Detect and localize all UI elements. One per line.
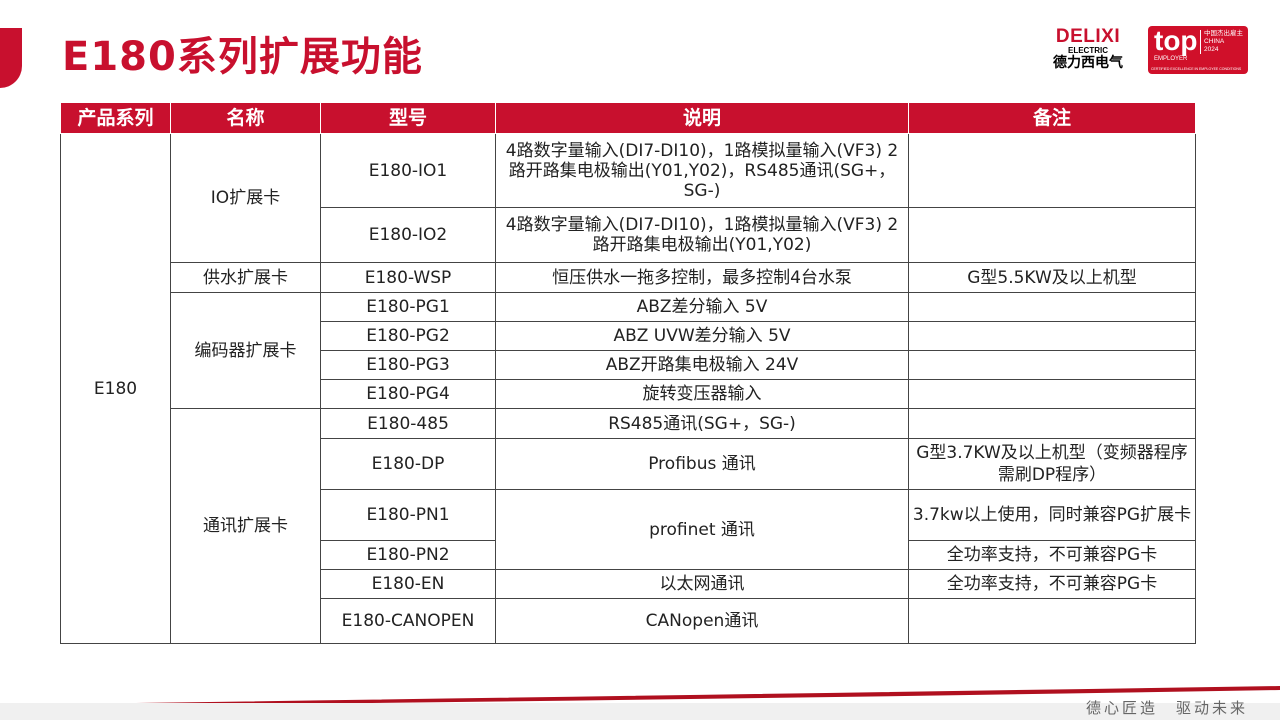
model-cell: E180-PG2 [320, 321, 496, 351]
table-row: 通讯扩展卡 E180-485 RS485通讯(SG+，SG-) [61, 408, 1196, 644]
table-row: E180-PN2 全功率支持，不可兼容PG卡 [61, 540, 1196, 570]
table-row: 编码器扩展卡 E180-PG1 ABZ差分输入 5V [61, 292, 1196, 409]
badge-employer: EMPLOYER [1154, 56, 1188, 62]
top-employer-badge: top EMPLOYER 中国杰出雇主 CHINA 2024 CERTIFIED E… [1148, 26, 1248, 74]
table-row: E180-CANOPEN CANopen通讯 [61, 598, 1196, 644]
note-cell [908, 598, 1196, 644]
model-cell: E180-PG1 [320, 292, 496, 322]
footer-bar [0, 703, 1280, 720]
group-cell: 供水扩展卡 [170, 262, 321, 293]
model-cell: E180-CANOPEN [320, 598, 496, 644]
note-cell: G型3.7KW及以上机型（变频器程序需刷DP程序） [908, 438, 1196, 490]
note-cell: 全功率支持，不可兼容PG卡 [908, 569, 1196, 599]
table-row: 供水扩展卡 E180-WSP 恒压供水一拖多控制，最多控制4台水泵 G型5.5KW及以… [61, 262, 1196, 293]
note-cell: 全功率支持，不可兼容PG卡 [908, 540, 1196, 570]
table-row: E180-PG4 旋转变压器输入 [61, 379, 1196, 409]
group-cell: IO扩展卡 [170, 133, 321, 263]
header-desc: 说明 [495, 102, 909, 134]
logo-brand: DELIXI [1055, 26, 1121, 47]
table-row: E180 IO扩展卡 E180-IO1 4路数字量输入(DI7-DI10)，1路模拟量… [60, 133, 1196, 644]
model-cell: E180-PN2 [320, 540, 496, 570]
note-cell [908, 321, 1196, 351]
model-cell: E180-PN1 [320, 489, 496, 541]
model-cell: E180-485 [320, 408, 496, 439]
extension-table: 产品系列 名称 型号 说明 备注 E180 IO扩展卡 E180-IO1 4路数字量输… [60, 102, 1196, 644]
badge-year: 2024 [1204, 46, 1219, 53]
header-model: 型号 [320, 102, 496, 134]
desc-cell: ABZ开路集电极输入 24V [495, 350, 909, 380]
desc-cell: ABZ UVW差分输入 5V [495, 321, 909, 351]
header-series: 产品系列 [60, 102, 171, 134]
badge-region: 中国杰出雇主 CHINA 2024 [1200, 30, 1243, 54]
desc-cell: 恒压供水一拖多控制，最多控制4台水泵 [495, 262, 909, 293]
badge-footnote: CERTIFIED EXCELLENCE IN EMPLOYEE CONDITI… [1151, 67, 1242, 71]
model-cell: E180-IO2 [320, 207, 496, 263]
footer-swoosh [0, 686, 1280, 707]
badge-country: CHINA [1204, 38, 1225, 45]
desc-cell: CANopen通讯 [495, 598, 909, 644]
table-header: 产品系列 名称 型号 说明 备注 [60, 102, 1196, 134]
footer-slogan: 德心匠造 驱动未来 [1085, 699, 1248, 717]
note-cell [908, 379, 1196, 409]
table-row: E180-PG2 ABZ UVW差分输入 5V [61, 321, 1196, 351]
series-cell: E180 [60, 133, 171, 644]
corner-decoration [0, 28, 22, 88]
note-cell [908, 408, 1196, 439]
model-cell: E180-DP [320, 438, 496, 490]
desc-cell: 4路数字量输入(DI7-DI10)，1路模拟量输入(VF3) 2路开路集电极输出… [495, 207, 909, 263]
note-cell [908, 133, 1196, 208]
note-cell [908, 350, 1196, 380]
header-note: 备注 [908, 102, 1196, 134]
header-name: 名称 [170, 102, 321, 134]
desc-cell: 4路数字量输入(DI7-DI10)，1路模拟量输入(VF3) 2路开路集电极输出… [495, 133, 909, 208]
note-cell: 3.7kw以上使用，同时兼容PG扩展卡 [908, 489, 1196, 541]
desc-cell: profinet 通讯 [495, 489, 909, 570]
group-cell: 通讯扩展卡 [170, 408, 321, 644]
table-row: E180-PN1 profinet 通讯 3.7kw以上使用，同时兼容PG扩展卡 [61, 489, 1196, 570]
group-cell: 编码器扩展卡 [170, 292, 321, 409]
logo-cn: 德力西电气 [1053, 55, 1123, 71]
model-cell: E180-IO1 [320, 133, 496, 208]
table-row: E180-IO2 4路数字量输入(DI7-DI10)，1路模拟量输入(VF3) 2… [61, 207, 1196, 263]
desc-cell: RS485通讯(SG+，SG-) [495, 408, 909, 439]
badge-top: top [1154, 25, 1198, 56]
note-cell: G型5.5KW及以上机型 [908, 262, 1196, 293]
logo-sub: ELECTRIC [1068, 46, 1108, 55]
model-cell: E180-PG4 [320, 379, 496, 409]
desc-cell: Profibus 通讯 [495, 438, 909, 490]
table-row: E180-PG3 ABZ开路集电极输入 24V [61, 350, 1196, 380]
badge-region-cn: 中国杰出雇主 [1204, 30, 1243, 37]
delixi-logo: DELIXI ELECTRIC 德力西电气 [1043, 26, 1133, 71]
page-title: E180系列扩展功能 [62, 34, 423, 80]
table-row: E180-DP Profibus 通讯 G型3.7KW及以上机型（变频器程序需刷DP… [61, 438, 1196, 490]
desc-cell: ABZ差分输入 5V [495, 292, 909, 322]
note-cell [908, 207, 1196, 263]
model-cell: E180-WSP [320, 262, 496, 293]
note-cell [908, 292, 1196, 322]
desc-cell: 旋转变压器输入 [495, 379, 909, 409]
model-cell: E180-EN [320, 569, 496, 599]
model-cell: E180-PG3 [320, 350, 496, 380]
desc-cell: 以太网通讯 [495, 569, 909, 599]
